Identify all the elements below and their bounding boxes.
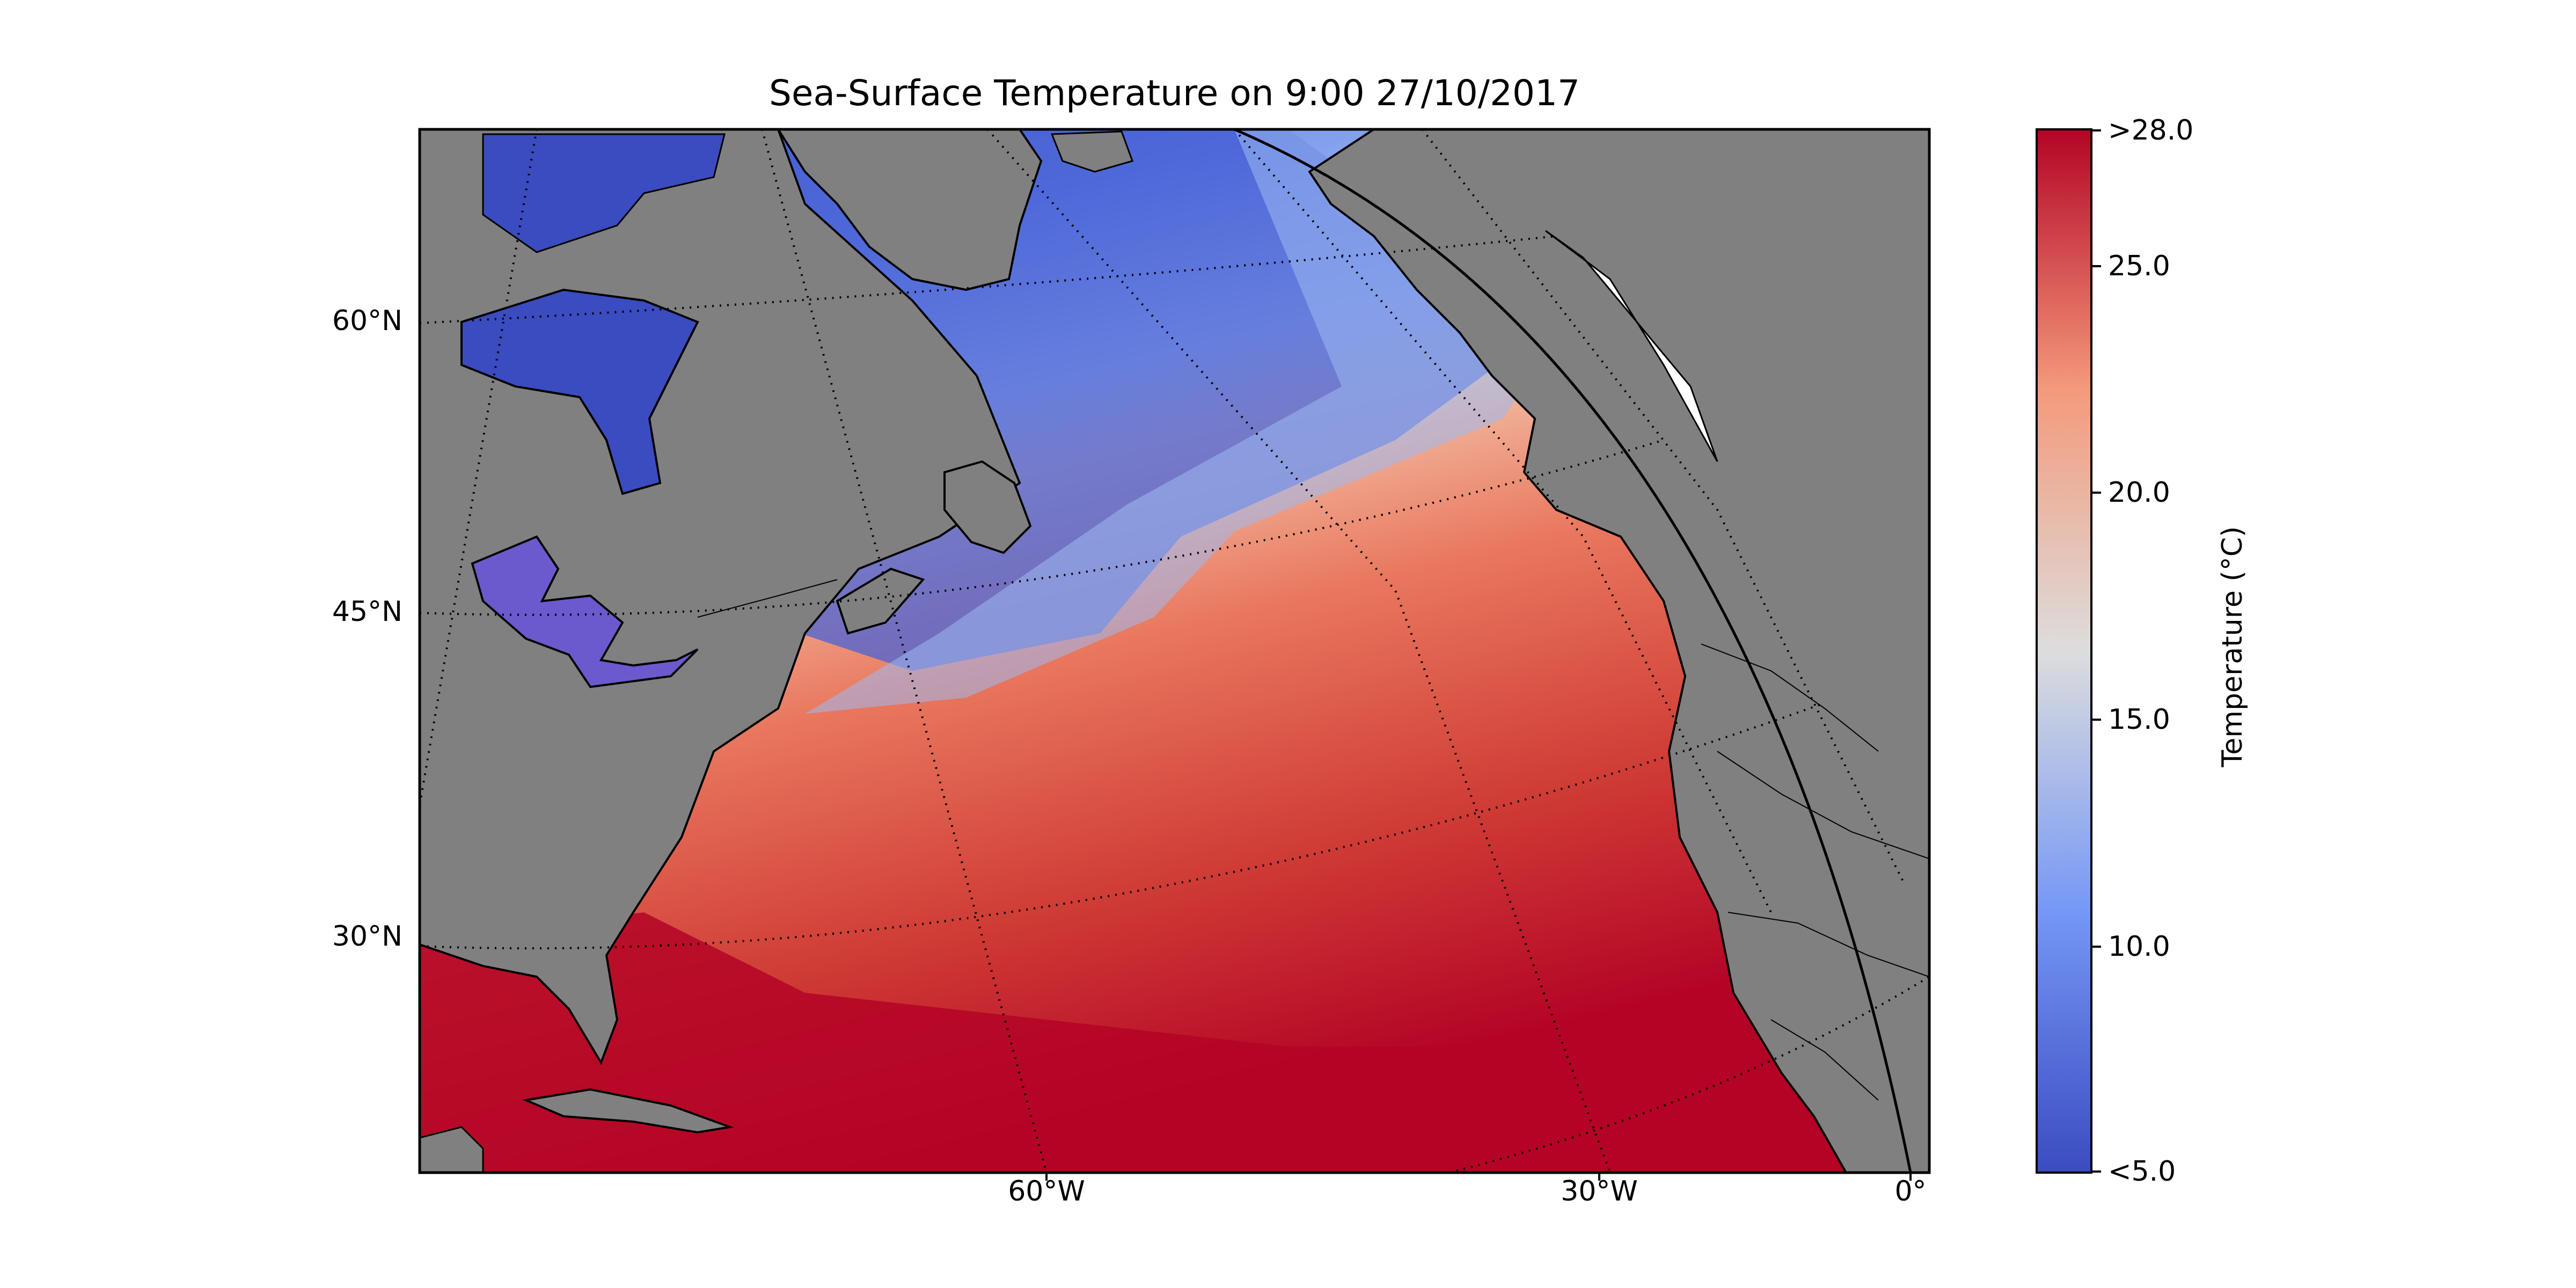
colorbar-tick-label: <5.0 <box>2108 1155 2176 1188</box>
map-frame <box>418 128 1931 1174</box>
meridian-75w <box>420 129 538 806</box>
gridlines <box>420 129 1929 1173</box>
newfoundland-land <box>943 460 1032 554</box>
warm-water-region <box>420 912 1929 1173</box>
hudson-bay-water <box>460 288 699 495</box>
colorbar-tick-label: 20.0 <box>2108 477 2170 509</box>
lat-label-30n: 30°N <box>332 920 402 953</box>
cool-transition-region <box>805 129 1583 714</box>
lon-ticks <box>1045 1173 1912 1181</box>
parallel-30n <box>420 702 1825 949</box>
lat-label-60n: 60°N <box>332 305 402 337</box>
lon-label-60w: 60°W <box>1008 1175 1085 1208</box>
caribbean-islands-2 <box>420 1126 484 1173</box>
lon-label-30w: 30°W <box>1561 1175 1638 1208</box>
colorbar-title: Temperature (°C) <box>2216 526 2249 767</box>
colorbar-tick-label: 10.0 <box>2108 931 2170 963</box>
map-content <box>420 129 1929 1173</box>
europe-africa-land <box>1308 129 1929 1173</box>
sea-ice <box>1545 230 1718 462</box>
country-borders <box>697 579 1929 1101</box>
colorbar-tick-label: 25.0 <box>2108 250 2170 282</box>
colorbar-tick-label: 15.0 <box>2108 704 2170 736</box>
greenland-land <box>777 129 1043 291</box>
great-lakes <box>471 535 699 689</box>
caribbean-islands <box>522 1088 734 1134</box>
colorbar-tick-label: >28.0 <box>2108 114 2194 147</box>
lat-label-45n: 45°N <box>332 596 402 628</box>
iceland-land <box>1050 130 1133 173</box>
meridian-15w <box>1421 129 1906 886</box>
lon-label-0: 0° <box>1894 1175 1927 1208</box>
colorbar <box>2036 128 2092 1174</box>
globe-limb <box>1234 128 1912 1173</box>
arctic-channel-water <box>482 133 726 253</box>
plot-title: Sea-Surface Temperature on 9:00 27/10/20… <box>769 72 1580 114</box>
nova-scotia-land <box>836 567 925 635</box>
colorbar-ticks <box>2091 129 2101 1173</box>
